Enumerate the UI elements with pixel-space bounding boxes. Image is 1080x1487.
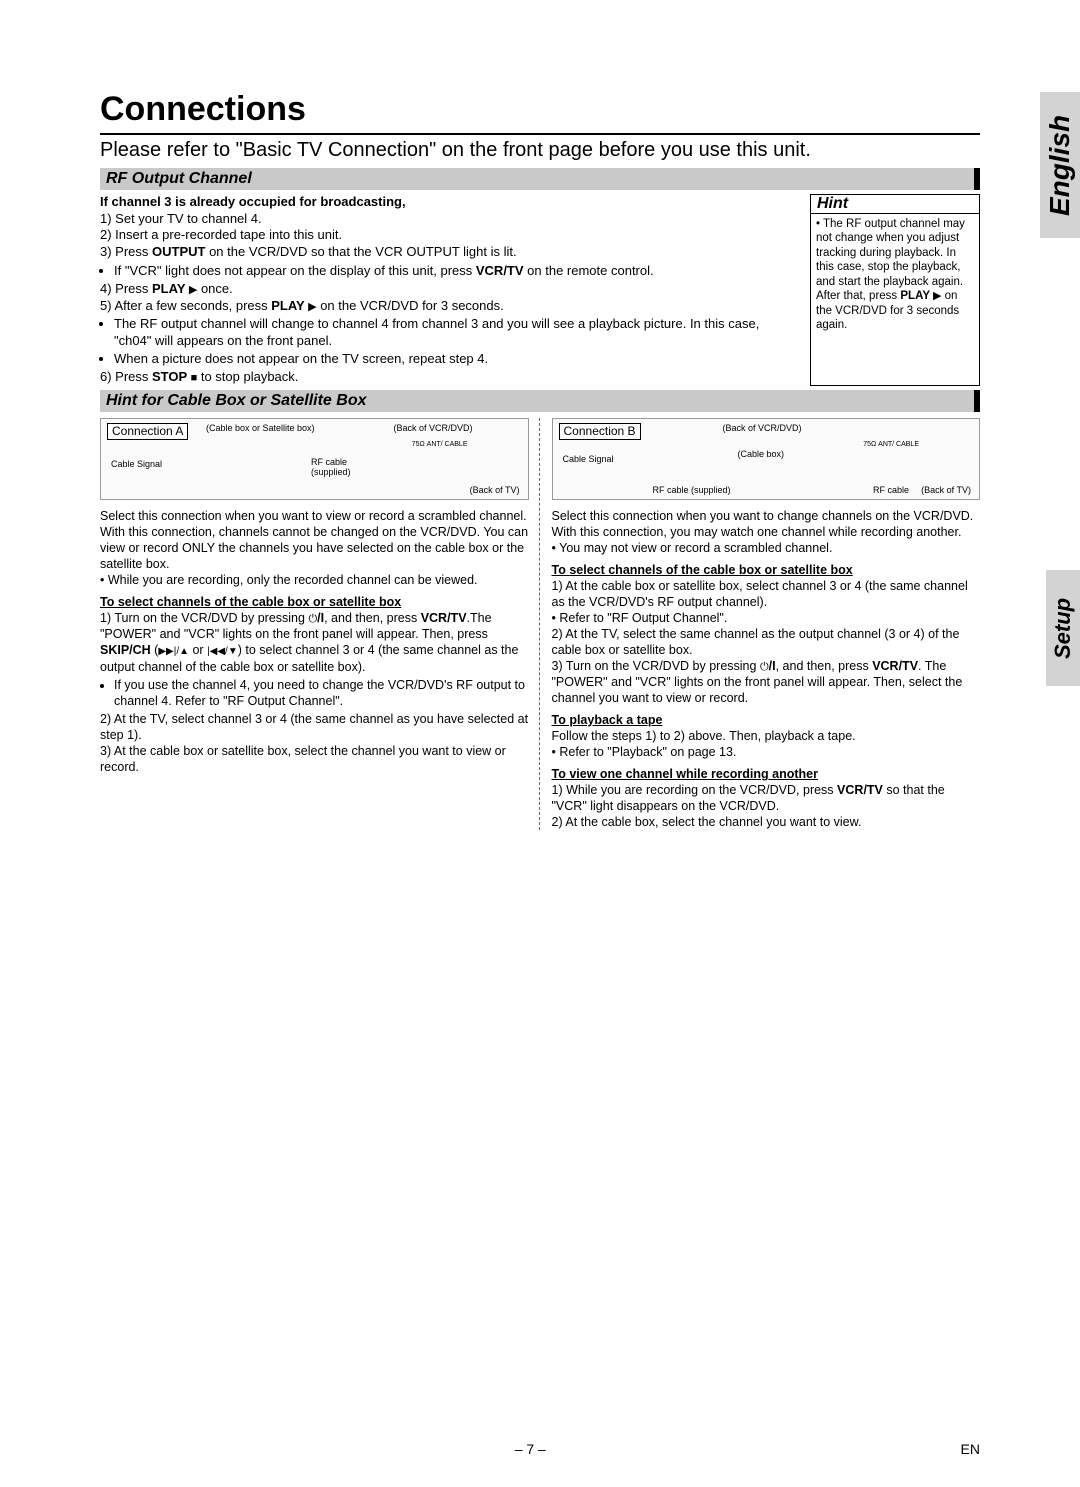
diagram-label: (Cable box) — [738, 449, 785, 461]
conn-b-step-3: 3) Turn on the VCR/DVD by pressing /I, a… — [552, 658, 981, 706]
rf-step-1: 1) Set your TV to channel 4. — [100, 211, 800, 228]
diagram-label: RF cable (supplied) — [653, 485, 731, 497]
rf-step-5-bullet-1: The RF output channel will change to cha… — [114, 316, 800, 349]
side-tab-setup: Setup — [1046, 570, 1080, 686]
conn-b-step-1: 1) At the cable box or satellite box, se… — [552, 578, 981, 610]
connection-b-column: Connection B (Back of VCR/DVD) (Cable bo… — [548, 418, 981, 830]
rf-step-3: 3) Press OUTPUT on the VCR/DVD so that t… — [100, 244, 800, 261]
conn-a-subheading: To select channels of the cable box or s… — [100, 594, 529, 610]
connection-a-column: Connection A (Cable box or Satellite box… — [100, 418, 540, 830]
power-icon — [760, 659, 769, 673]
conn-a-bullet: • While you are recording, only the reco… — [100, 572, 529, 588]
rf-instructions: If channel 3 is already occupied for bro… — [100, 194, 800, 386]
conn-a-step-2: 2) At the TV, select channel 3 or 4 (the… — [100, 711, 529, 743]
conn-a-step-1-bullet: If you use the channel 4, you need to ch… — [114, 677, 529, 709]
diagram-label: (Cable box or Satellite box) — [206, 423, 315, 435]
conn-b-view-1: 1) While you are recording on the VCR/DV… — [552, 782, 981, 814]
connection-b-diagram: Connection B (Back of VCR/DVD) (Cable bo… — [552, 418, 981, 500]
conn-b-subheading-1: To select channels of the cable box or s… — [552, 562, 981, 578]
hint-body: • The RF output channel may not change w… — [811, 214, 979, 335]
conn-b-subheading-2: To playback a tape — [552, 712, 981, 728]
rf-step-2: 2) Insert a pre-recorded tape into this … — [100, 227, 800, 244]
conn-b-playback-1: Follow the steps 1) to 2) above. Then, p… — [552, 728, 981, 744]
rf-step-5: 5) After a few seconds, press PLAY on th… — [100, 298, 800, 315]
intro-text: Please refer to "Basic TV Connection" on… — [100, 139, 980, 162]
conn-b-paragraph: Select this connection when you want to … — [552, 508, 981, 540]
skip-forward-icon — [158, 643, 189, 657]
hint-box: Hint • The RF output channel may not cha… — [810, 194, 980, 386]
conn-b-step-2: 2) At the TV, select the same channel as… — [552, 626, 981, 658]
diagram-label: (Back of TV) — [921, 485, 971, 497]
connection-a-label: Connection A — [107, 423, 188, 440]
connection-b-label: Connection B — [559, 423, 641, 440]
power-icon — [308, 611, 317, 625]
connection-a-diagram: Connection A (Cable box or Satellite box… — [100, 418, 529, 500]
diagram-label: Cable Signal — [111, 459, 162, 471]
conn-b-view-2: 2) At the cable box, select the channel … — [552, 814, 981, 830]
rf-step-3-bullet: If "VCR" light does not appear on the di… — [114, 263, 800, 280]
diagram-label: (Back of VCR/DVD) — [393, 423, 472, 435]
diagram-label: RF cable — [873, 485, 909, 497]
section-rf-output: RF Output Channel — [100, 168, 980, 190]
conn-b-subheading-3: To view one channel while recording anot… — [552, 766, 981, 782]
section-cable-box: Hint for Cable Box or Satellite Box — [100, 390, 980, 412]
conn-b-step-1-bullet: • Refer to "RF Output Channel". — [552, 610, 981, 626]
rf-step-5-bullet-2: When a picture does not appear on the TV… — [114, 351, 800, 368]
conn-a-paragraph: Select this connection when you want to … — [100, 508, 529, 572]
diagram-label: (supplied) — [311, 467, 351, 479]
page-number: – 7 – — [515, 1441, 546, 1457]
side-tab-english: English — [1040, 92, 1080, 238]
skip-backward-icon — [207, 643, 238, 657]
conn-a-step-1: 1) Turn on the VCR/DVD by pressing /I, a… — [100, 610, 529, 675]
diagram-label: 75Ω ANT/ CABLE — [863, 441, 919, 448]
conn-b-bullet: • You may not view or record a scrambled… — [552, 540, 981, 556]
play-icon — [308, 298, 316, 313]
diagram-label: (Back of VCR/DVD) — [723, 423, 802, 435]
conn-a-step-3: 3) At the cable box or satellite box, se… — [100, 743, 529, 775]
page-language: EN — [961, 1441, 980, 1457]
diagram-label: Cable Signal — [563, 454, 614, 466]
hint-title: Hint — [811, 195, 979, 214]
page-title: Connections — [100, 90, 980, 135]
rf-step-4: 4) Press PLAY once. — [100, 281, 800, 298]
conn-b-playback-2: • Refer to "Playback" on page 13. — [552, 744, 981, 760]
diagram-label: 75Ω ANT/ CABLE — [412, 441, 468, 448]
rf-step-6: 6) Press STOP to stop playback. — [100, 369, 800, 386]
diagram-label: (Back of TV) — [470, 485, 520, 497]
rf-lead: If channel 3 is already occupied for bro… — [100, 194, 800, 211]
